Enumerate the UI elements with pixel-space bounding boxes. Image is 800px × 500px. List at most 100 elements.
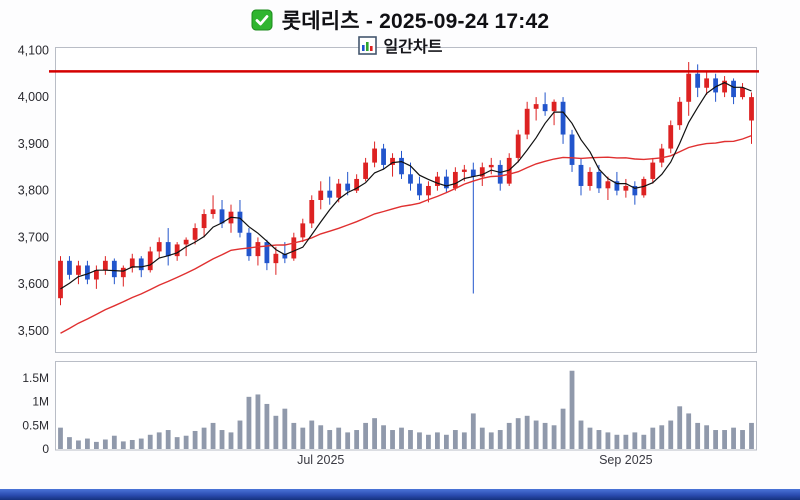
candle-body <box>506 157 512 184</box>
volume-bar <box>497 430 503 449</box>
taskbar-strip <box>0 489 800 500</box>
volume-bar <box>461 432 467 449</box>
candle-body <box>551 101 557 112</box>
volume-bar <box>614 434 620 449</box>
ma-long-line <box>60 134 752 334</box>
candle-body <box>713 78 719 93</box>
volume-bar <box>67 437 72 449</box>
volume-bar <box>578 420 584 449</box>
candle-body <box>722 80 727 93</box>
volume-bar <box>282 408 288 449</box>
candle-body <box>426 185 431 196</box>
candle-body <box>731 80 736 98</box>
candle-body <box>578 164 584 186</box>
volume-bar <box>731 427 736 449</box>
candle-body <box>650 162 656 179</box>
candle-body <box>237 211 243 233</box>
volume-bar <box>695 422 701 449</box>
candle-body <box>165 242 171 257</box>
candle-body <box>372 148 377 163</box>
candle-body <box>542 104 548 112</box>
candle-body <box>183 239 189 245</box>
price-volume-chart[interactable]: 4,100 4,000 3,900 3,800 3,700 3,600 3,500 1.5M 1… <box>0 0 800 486</box>
volume-bar <box>722 430 727 449</box>
volume-bar <box>677 406 683 449</box>
candle-body <box>282 253 288 259</box>
candle-body <box>174 244 180 257</box>
candle-body <box>632 185 638 196</box>
candle-body <box>417 183 422 196</box>
candle-body <box>246 232 252 257</box>
volume-bar <box>147 434 153 449</box>
candle-body <box>93 270 99 280</box>
volume-bar <box>569 370 575 449</box>
volume-bar <box>713 430 719 449</box>
volume-bar <box>641 434 647 449</box>
volume-bar <box>246 396 252 449</box>
candle-body <box>354 178 360 191</box>
volume-bar <box>255 394 261 449</box>
volume-bar <box>632 432 638 449</box>
volume-bar <box>426 434 431 449</box>
candle-body <box>336 183 342 198</box>
candle-body <box>659 148 665 163</box>
candle-body <box>470 169 476 177</box>
candle-body <box>255 242 261 257</box>
candle-body <box>605 181 611 189</box>
volume-bar <box>524 415 530 449</box>
candle-body <box>327 190 333 198</box>
candle-body <box>156 242 162 252</box>
volume-bar <box>515 418 521 449</box>
candle-body <box>102 260 108 271</box>
volume-bar <box>76 440 81 449</box>
volume-bar <box>345 432 351 449</box>
candle-body <box>740 87 745 98</box>
volume-bar <box>533 420 539 449</box>
volume-bar <box>443 434 449 449</box>
checkbox-checked-icon[interactable] <box>251 9 273 31</box>
volume-bar <box>659 425 665 449</box>
ma-short-line <box>60 81 752 290</box>
volume-bar <box>237 420 243 449</box>
volume-bar <box>650 427 656 449</box>
candle-body <box>677 101 683 126</box>
candle-body <box>749 97 754 121</box>
volume-bar <box>228 432 234 449</box>
candle-body <box>488 164 494 168</box>
candle-body <box>291 237 297 259</box>
price-axis-tick: 3,500 <box>18 324 49 338</box>
candle-body <box>479 167 485 177</box>
chart-subtitle: 일간차트 <box>383 39 443 56</box>
volume-bar <box>300 427 306 449</box>
candle-body <box>300 223 306 238</box>
page-title: 롯데리츠 - 2025-09-24 17:42 <box>281 10 550 33</box>
volume-axis-tick: 1M <box>32 395 49 409</box>
candle-body <box>381 148 386 165</box>
volume-bar <box>686 413 692 449</box>
candle-body <box>138 258 144 271</box>
volume-bar <box>488 432 494 449</box>
candle-body <box>452 171 458 189</box>
volume-bar <box>470 413 476 449</box>
candle-body <box>569 134 575 165</box>
volume-bar <box>381 425 386 449</box>
volume-bar <box>551 425 557 449</box>
candle-body <box>210 209 216 215</box>
volume-bar <box>408 430 413 449</box>
volume-axis-tick: 0 <box>42 442 49 456</box>
candle-body <box>111 260 117 278</box>
candle-body <box>58 260 63 299</box>
candle-body <box>623 185 629 191</box>
candle-body <box>443 176 449 189</box>
candle-body <box>399 157 404 175</box>
volume-bar <box>264 403 270 449</box>
candle-body <box>560 101 566 135</box>
chart-subtitle-row: 일간차트 <box>0 33 800 57</box>
volume-bar <box>605 432 611 449</box>
candle-body <box>85 265 90 280</box>
price-axis-tick: 3,900 <box>18 137 49 151</box>
candle-body <box>686 73 692 102</box>
volume-bar <box>704 425 710 449</box>
candle-body <box>318 190 324 200</box>
candle-body <box>120 267 126 278</box>
